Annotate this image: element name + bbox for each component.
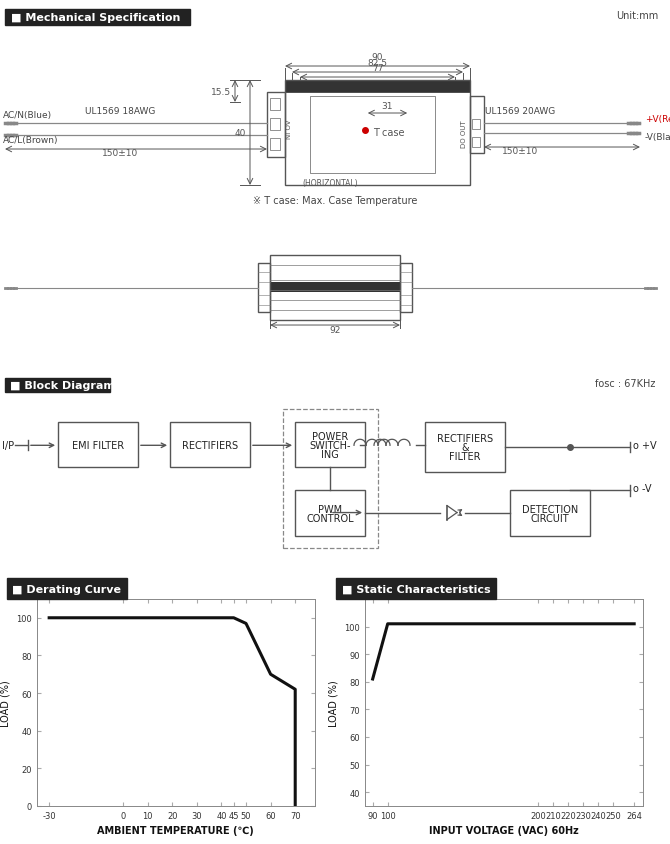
Bar bbox=[295, 491, 365, 536]
Bar bbox=[58, 423, 138, 468]
Bar bbox=[270, 139, 280, 151]
Text: RECTIFIERS: RECTIFIERS bbox=[182, 441, 238, 450]
Bar bbox=[510, 491, 590, 536]
Text: &: & bbox=[461, 443, 469, 452]
Text: DETECTION: DETECTION bbox=[522, 504, 578, 514]
Bar bbox=[283, 409, 378, 548]
Text: ■ Block Diagram: ■ Block Diagram bbox=[10, 381, 115, 391]
Text: 90: 90 bbox=[372, 53, 383, 62]
Bar bbox=[310, 97, 435, 174]
Text: ※ T case: Max. Case Temperature: ※ T case: Max. Case Temperature bbox=[253, 196, 417, 206]
Text: EMI FILTER: EMI FILTER bbox=[72, 441, 124, 450]
Text: SWITCH-: SWITCH- bbox=[310, 441, 351, 450]
Bar bbox=[470, 97, 484, 154]
Bar bbox=[5, 10, 190, 26]
Text: PWM: PWM bbox=[318, 504, 342, 514]
Text: 82.5: 82.5 bbox=[368, 59, 387, 68]
Bar bbox=[270, 119, 280, 131]
Bar bbox=[5, 379, 110, 392]
Text: T case: T case bbox=[373, 127, 405, 138]
Text: o -V: o -V bbox=[633, 484, 651, 494]
Y-axis label: LOAD (%): LOAD (%) bbox=[1, 679, 11, 726]
Bar bbox=[285, 81, 470, 93]
Text: ING: ING bbox=[321, 449, 339, 459]
Bar bbox=[285, 81, 470, 186]
Text: ■ Derating Curve: ■ Derating Curve bbox=[12, 584, 121, 594]
Text: o +V: o +V bbox=[633, 441, 657, 451]
Text: CIRCUIT: CIRCUIT bbox=[531, 513, 570, 523]
X-axis label: INPUT VOLTAGE (VAC) 60Hz: INPUT VOLTAGE (VAC) 60Hz bbox=[429, 825, 579, 836]
Text: RECTIFIERS: RECTIFIERS bbox=[437, 434, 493, 444]
Bar bbox=[270, 256, 400, 321]
Text: 31: 31 bbox=[382, 102, 393, 111]
Text: UL1569 18AWG: UL1569 18AWG bbox=[85, 107, 155, 116]
Text: 15.5: 15.5 bbox=[211, 88, 231, 96]
Y-axis label: LOAD (%): LOAD (%) bbox=[329, 679, 339, 726]
Text: NI OV: NI OV bbox=[286, 119, 292, 138]
Text: 40: 40 bbox=[234, 129, 246, 138]
Text: (HORIZONTAL): (HORIZONTAL) bbox=[303, 179, 358, 187]
Bar bbox=[425, 423, 505, 473]
Bar bbox=[270, 283, 400, 293]
Bar bbox=[472, 120, 480, 130]
Text: +V(Red): +V(Red) bbox=[645, 115, 670, 124]
Text: I/P: I/P bbox=[2, 441, 14, 451]
Text: UL1569 20AWG: UL1569 20AWG bbox=[485, 107, 555, 116]
Text: 150±10: 150±10 bbox=[502, 147, 538, 156]
Text: 77: 77 bbox=[372, 64, 383, 73]
Text: ■ Static Characteristics: ■ Static Characteristics bbox=[342, 584, 490, 594]
Text: AC/N(Blue): AC/N(Blue) bbox=[3, 111, 52, 120]
Bar bbox=[400, 263, 412, 312]
Bar bbox=[258, 263, 270, 312]
Text: -V(Black): -V(Black) bbox=[645, 133, 670, 142]
Text: 92: 92 bbox=[330, 326, 340, 334]
Text: DO OUT: DO OUT bbox=[461, 120, 467, 148]
Bar bbox=[472, 138, 480, 148]
Text: CONTROL: CONTROL bbox=[306, 513, 354, 523]
Text: Unit:mm: Unit:mm bbox=[616, 11, 658, 21]
Bar bbox=[170, 423, 250, 468]
Text: POWER: POWER bbox=[312, 431, 348, 441]
Text: 150±10: 150±10 bbox=[102, 149, 138, 158]
Text: AC/L(Brown): AC/L(Brown) bbox=[3, 136, 58, 145]
Text: FILTER: FILTER bbox=[450, 452, 481, 462]
Bar bbox=[267, 93, 285, 158]
Text: ■ Mechanical Specification: ■ Mechanical Specification bbox=[11, 13, 180, 23]
Bar bbox=[270, 99, 280, 111]
Text: fosc : 67KHz: fosc : 67KHz bbox=[595, 379, 655, 388]
Bar bbox=[295, 423, 365, 468]
X-axis label: AMBIENT TEMPERATURE (℃): AMBIENT TEMPERATURE (℃) bbox=[98, 825, 254, 836]
